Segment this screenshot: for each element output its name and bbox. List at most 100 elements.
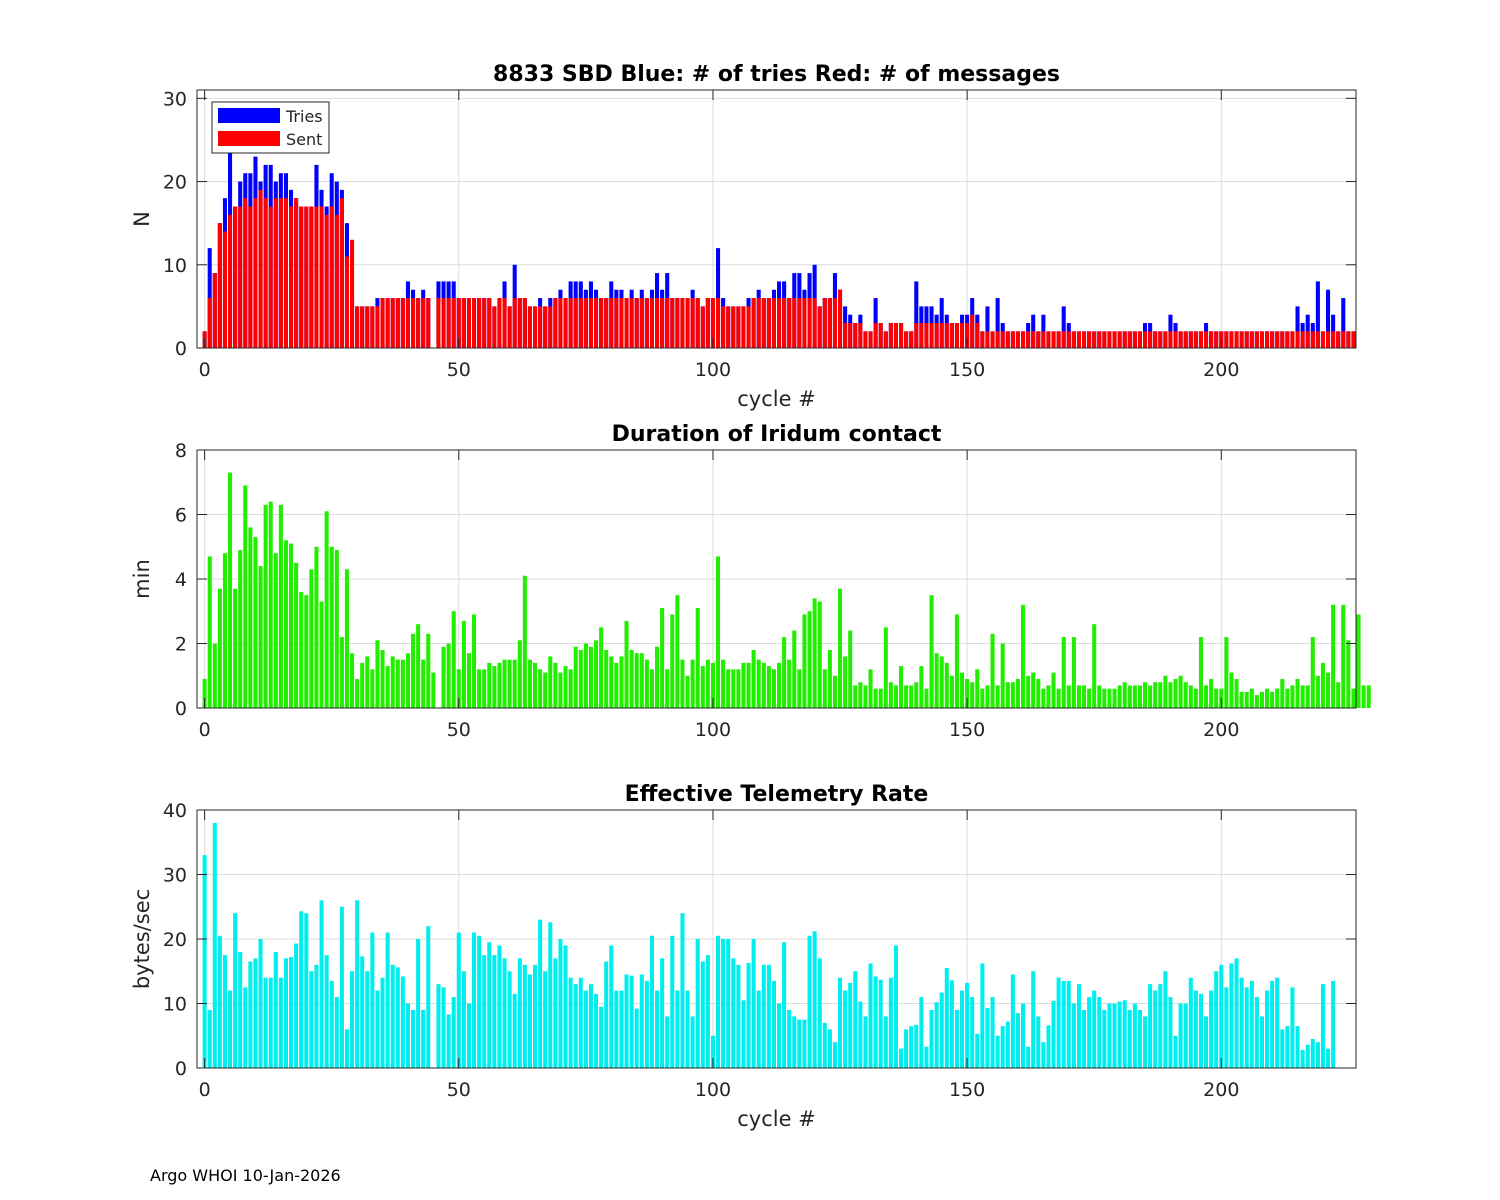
sent-bar [1346,331,1351,348]
duration-bar [685,675,690,708]
rate-bar [838,977,843,1068]
sent-bar [614,298,619,348]
duration-bar [893,685,898,708]
sent-bar [970,314,975,348]
duration-bar [949,675,954,708]
sent-bar [873,323,878,348]
duration-bar [1249,688,1254,708]
rate-bar [578,977,583,1068]
duration-bar [1275,688,1280,708]
sent-bar [456,298,461,348]
sent-bar [792,298,797,348]
rate-bar [512,993,517,1068]
sent-bar [1000,331,1005,348]
sent-bar [1193,331,1198,348]
rate-bar [238,951,243,1068]
duration-bar [456,669,461,708]
duration-bar [1061,637,1066,708]
duration-bar [273,553,278,708]
rate-bar [1290,987,1295,1068]
duration-bar [1234,678,1239,708]
rate-bar [1066,980,1071,1068]
rate-bar [446,1014,451,1068]
rate-xtick-label: 200 [1203,1079,1239,1101]
duration-bar [1097,685,1102,708]
sent-bar [263,198,268,348]
sbd-ytick-label: 20 [163,172,187,194]
rate-bar [817,958,822,1068]
duration-bar [1005,682,1010,708]
sent-bar [731,306,736,348]
rate-bar [202,855,207,1068]
sent-bar [797,298,802,348]
rate-bar [212,822,217,1068]
sent-bar [380,298,385,348]
rate-bar [334,997,339,1068]
sent-bar [1127,331,1132,348]
duration-bar [222,553,227,708]
rate-bar [329,980,334,1068]
sent-bar [1005,331,1010,348]
sent-bar [843,323,848,348]
sent-bar [634,298,639,348]
sent-bar [390,298,395,348]
sent-bar [553,298,558,348]
sent-bar [355,306,360,348]
duration-bar [710,662,715,708]
rate-bar [1092,990,1097,1068]
rate-bar [639,974,644,1068]
rate-bar [1244,987,1249,1068]
duration-bar [594,640,599,708]
sent-bar [893,323,898,348]
sent-bar [568,298,573,348]
duration-bar [533,662,538,708]
duration-bars [202,472,1371,708]
duration-bar [1320,662,1325,708]
rate-bar [624,974,629,1068]
sent-bar [477,298,482,348]
sent-bar [665,298,670,348]
duration-bar [1346,640,1351,708]
sent-bar [512,298,517,348]
duration-bar [538,669,543,708]
sent-bar [594,298,599,348]
sent-bar [909,331,914,348]
rate-bar [1254,997,1259,1068]
rate-bar [385,932,390,1068]
rate-bar [339,906,344,1068]
rate-xtick-label: 100 [695,1079,731,1101]
sent-bar [1331,331,1336,348]
duration-bar [726,669,731,708]
duration-bar [1198,637,1203,708]
duration-ticks: 0 50 100 150 200 0 2 4 6 8 [175,440,1356,741]
duration-bar [858,682,863,708]
duration-bar [1148,685,1153,708]
sent-bar [385,298,390,348]
duration-bar [1315,675,1320,708]
sent-bar [451,298,456,348]
duration-bar [380,649,385,708]
sent-bar [649,298,654,348]
duration-bar [1122,682,1127,708]
duration-bar [375,640,380,708]
sent-bar [446,298,451,348]
duration-bar [228,472,233,708]
rate-xtick-label: 50 [447,1079,471,1101]
duration-bar [385,666,390,708]
rate-bar [1259,1016,1264,1068]
sent-bar [1265,331,1270,348]
duration-bar [680,659,685,708]
sent-bar [466,298,471,348]
duration-bar [863,685,868,708]
sent-bar [1290,331,1295,348]
rate-bar [289,957,294,1068]
duration-bar [756,659,761,708]
duration-bar [451,611,456,708]
rate-bar [304,913,309,1068]
sent-bar [1092,331,1097,348]
duration-bar [944,662,949,708]
sent-bar [400,298,405,348]
duration-title: Duration of Iridum contact [612,422,942,447]
sent-bar [1102,331,1107,348]
sent-bar [1239,331,1244,348]
